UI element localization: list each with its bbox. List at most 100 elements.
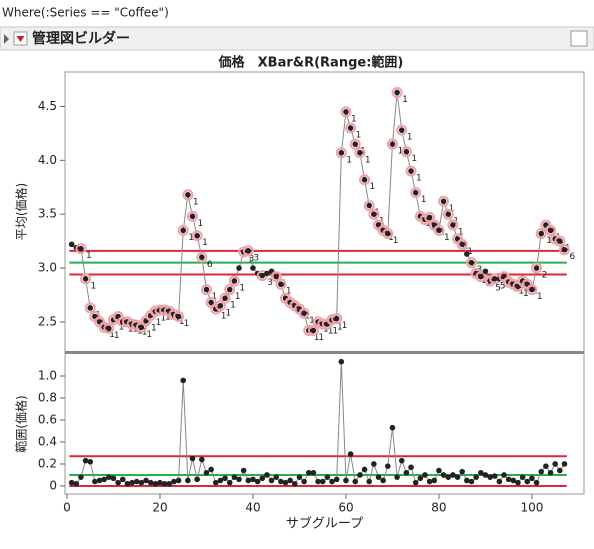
data-point (426, 478, 433, 485)
plot-frame (64, 71, 585, 495)
y-axis-label: 平均(価格) (14, 183, 29, 240)
flag-halo (391, 86, 403, 98)
test-flag: 1 (411, 154, 417, 164)
data-point (250, 265, 256, 271)
y-tick-label: 4.5 (38, 99, 57, 113)
data-point (468, 259, 475, 266)
data-point (73, 480, 80, 487)
flag-halo (354, 147, 366, 159)
test-flag: 1 (309, 316, 315, 326)
data-point (412, 189, 419, 196)
data-point (510, 477, 517, 484)
data-point (347, 125, 354, 131)
data-point (189, 455, 196, 462)
data-point (180, 377, 187, 384)
data-point (557, 238, 563, 244)
data-point (538, 468, 545, 475)
test-flag: 1 (230, 301, 236, 311)
test-flag: 1 (337, 322, 343, 332)
data-point (212, 479, 219, 486)
test-flag: 1 (188, 233, 194, 243)
disclosure-icon[interactable] (4, 34, 9, 44)
x-tick-label: 20 (152, 501, 167, 515)
test-flag: 1 (458, 227, 464, 237)
flag-halo (75, 243, 87, 255)
test-flag: 1 (407, 133, 413, 143)
test-flag: 3 (249, 254, 255, 264)
data-point (361, 176, 368, 183)
data-point (236, 476, 242, 483)
data-point (412, 479, 419, 486)
test-flag: 1 (211, 292, 217, 302)
data-point (292, 480, 298, 487)
test-flag: 1 (323, 324, 329, 334)
data-point (68, 241, 75, 248)
data-point (371, 211, 377, 217)
flag-halo (228, 275, 240, 287)
data-point (185, 477, 191, 484)
data-point (329, 478, 335, 485)
data-point (189, 213, 196, 220)
data-point (505, 476, 512, 483)
test-flag: 1 (91, 281, 97, 291)
data-point (305, 469, 312, 476)
test-flag: 1 (118, 322, 124, 332)
pin-button[interactable] (570, 30, 588, 47)
data-point (352, 141, 359, 147)
data-point (385, 463, 391, 469)
test-flag: 2 (542, 271, 548, 281)
chart-title: 価格 XBar&R(Range:範囲) (218, 55, 404, 71)
data-point (199, 456, 205, 463)
test-flag: 1 (160, 314, 166, 324)
data-point (245, 248, 252, 254)
flag-halo (270, 271, 282, 283)
menu-triangle (16, 36, 25, 42)
test-flag: 5 (514, 285, 520, 295)
data-point (319, 478, 326, 485)
data-point (301, 478, 307, 485)
test-flag: 1 (128, 324, 134, 334)
data-point (440, 472, 447, 478)
data-point (491, 276, 498, 282)
data-point (273, 474, 280, 480)
data-point (422, 472, 428, 478)
data-point (175, 313, 182, 320)
data-point (301, 310, 307, 317)
x-tick-label: 80 (431, 501, 446, 515)
test-flag: 1 (114, 331, 120, 341)
test-flag: 6 (207, 260, 213, 270)
flag-halo (103, 322, 115, 334)
data-point (347, 451, 354, 457)
data-point (385, 230, 391, 237)
flag-halo (219, 292, 231, 304)
test-flag: 1 (444, 233, 450, 243)
data-point (366, 478, 373, 485)
data-point (515, 479, 521, 486)
data-point (487, 474, 493, 480)
data-point (194, 476, 200, 483)
data-point (524, 478, 531, 485)
flag-halo (526, 284, 538, 296)
test-flag: 1 (565, 244, 571, 254)
data-point (194, 232, 200, 239)
test-flag: 1 (374, 208, 380, 218)
data-point (459, 241, 465, 248)
test-flag: 1 (165, 313, 171, 323)
flag-halo (182, 189, 194, 201)
flag-halo (191, 230, 203, 242)
data-point (547, 227, 554, 234)
flag-halo (382, 228, 394, 240)
data-line (71, 361, 565, 485)
panel-header (0, 26, 594, 51)
test-flag: 1 (170, 313, 176, 323)
flag-halo (368, 208, 380, 220)
data-point (254, 478, 261, 485)
flag-halo (456, 238, 468, 250)
data-point (380, 477, 386, 484)
test-flag: 3 (267, 278, 273, 288)
test-flag: 6 (569, 252, 575, 262)
data-point (78, 245, 84, 252)
data-point (440, 198, 447, 205)
data-point (352, 478, 359, 485)
